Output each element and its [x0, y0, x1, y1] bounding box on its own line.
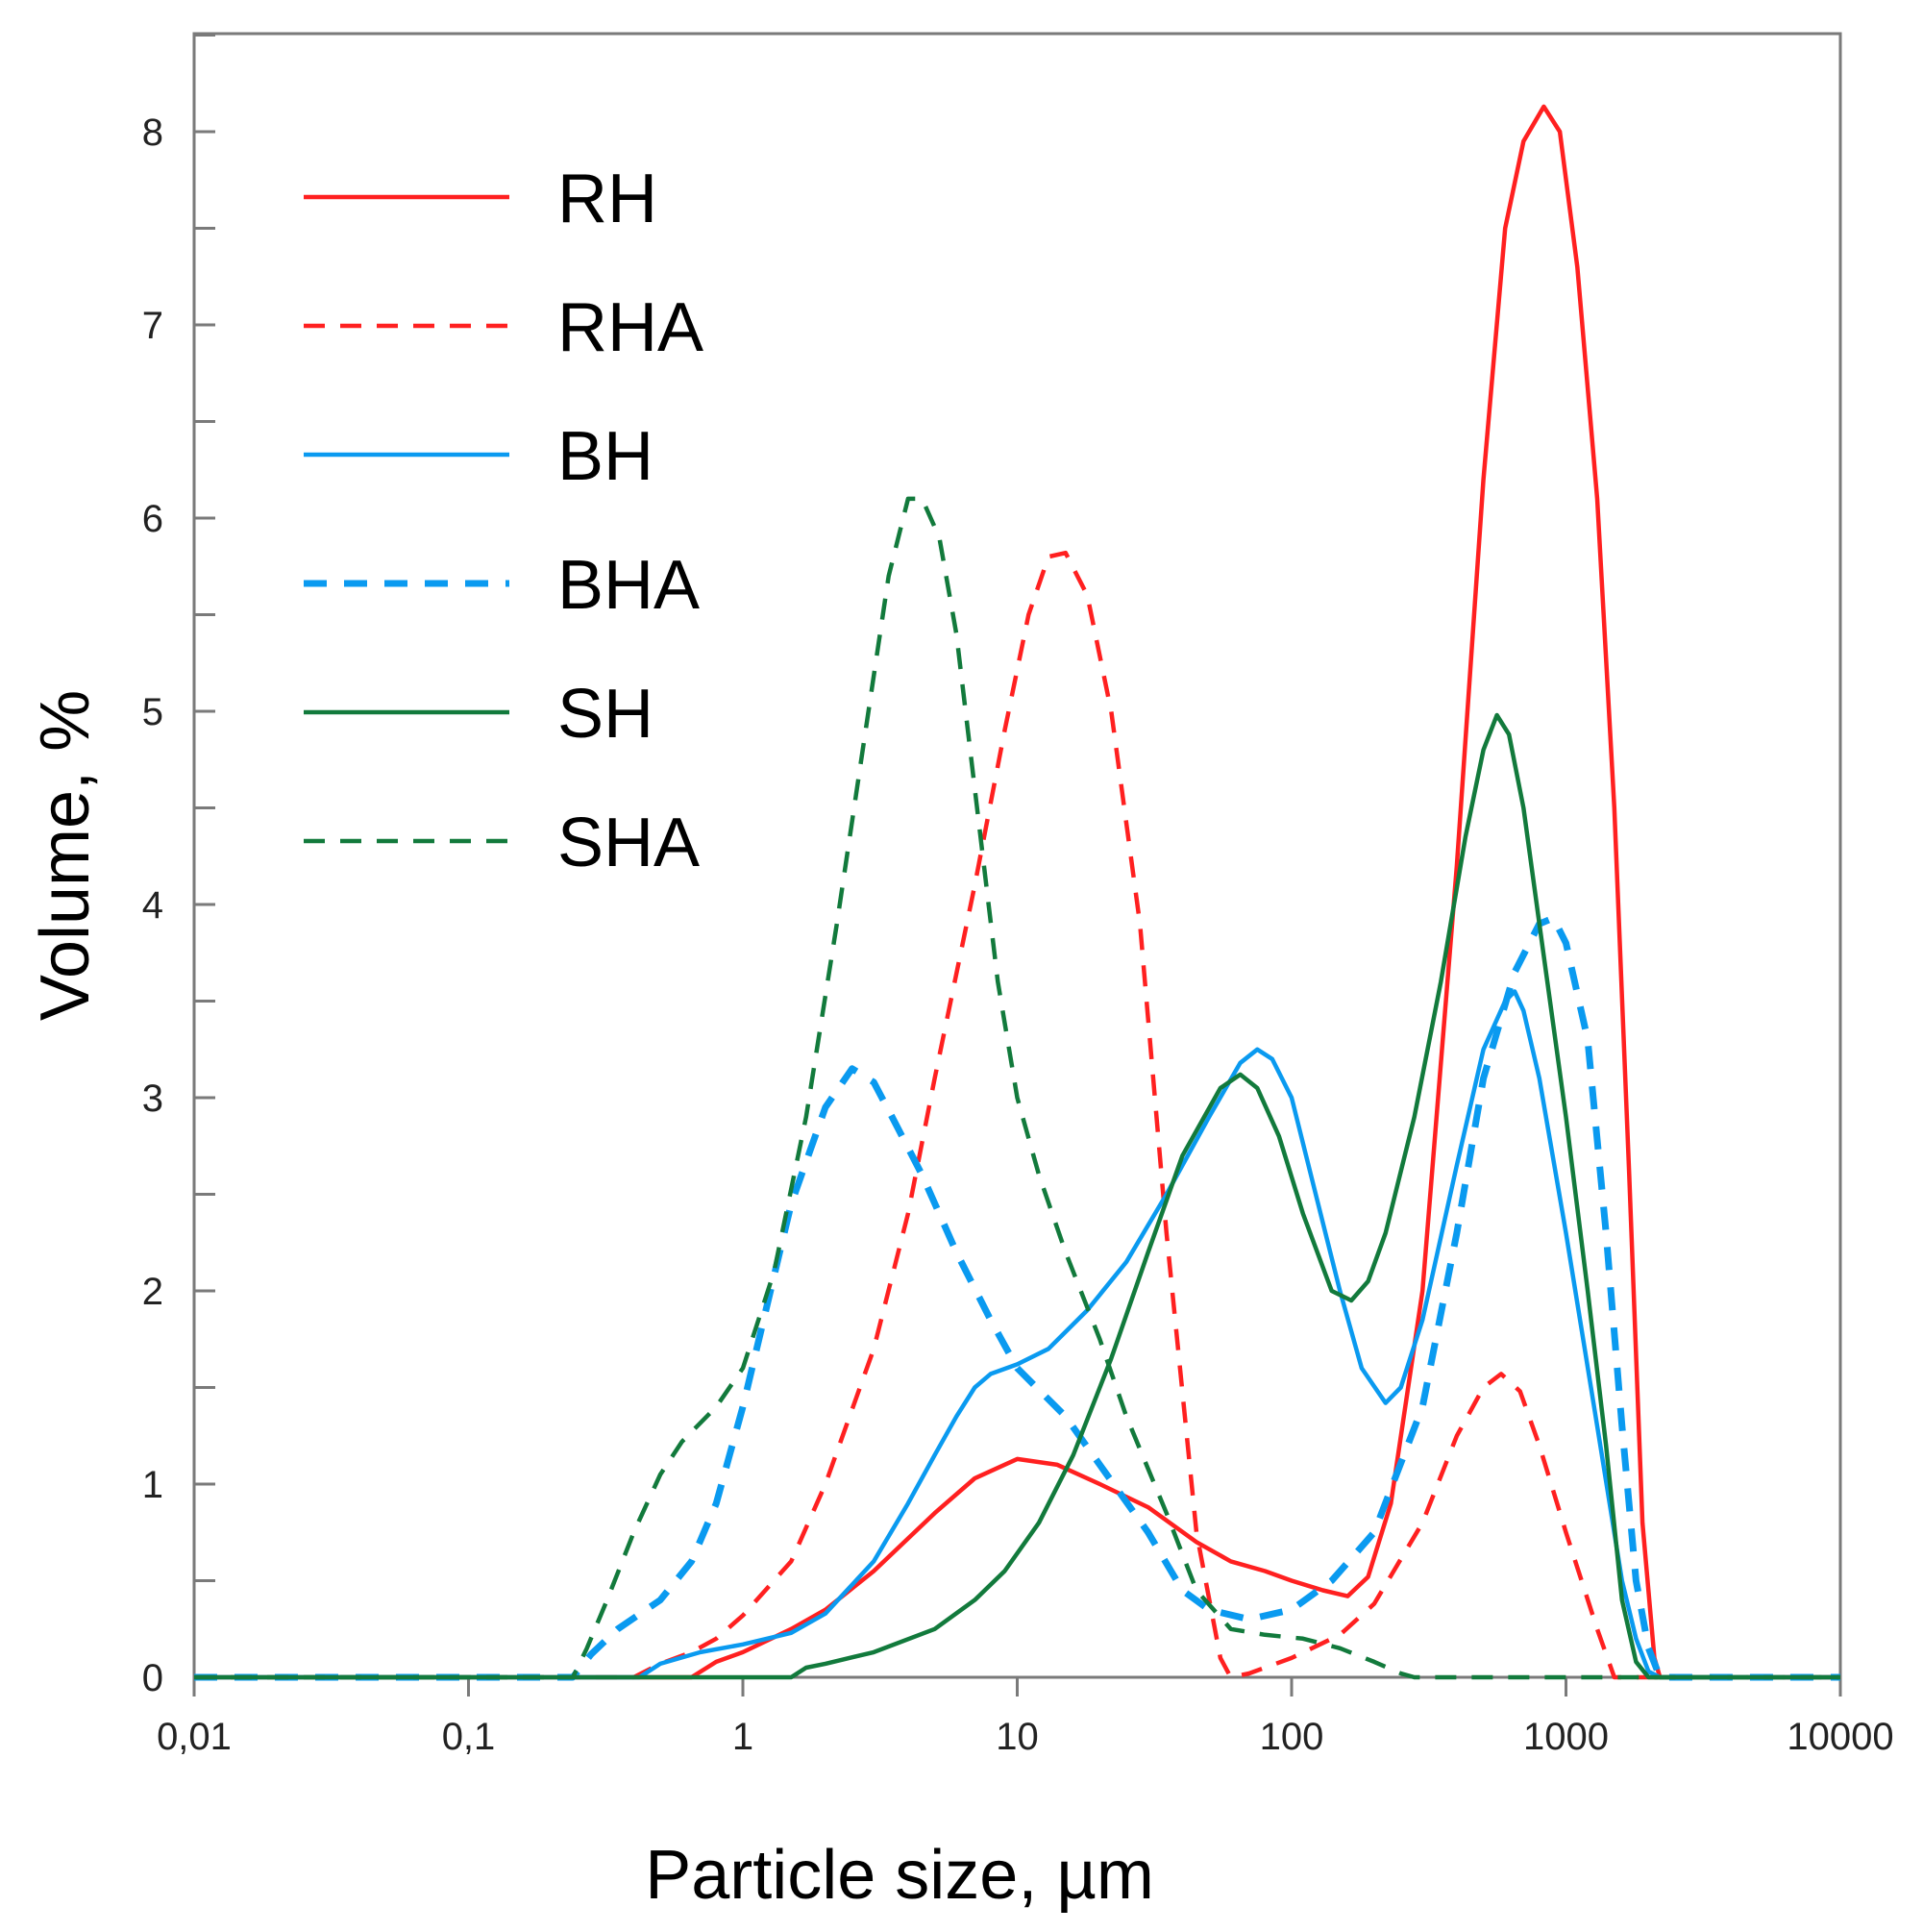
y-tick-label: 2 — [142, 1271, 163, 1313]
plot-frame — [192, 32, 1842, 1679]
series-line-sh — [194, 712, 1840, 1680]
x-axis-title: Particle size, µm — [645, 1837, 1154, 1914]
series-line-bha — [194, 914, 1840, 1681]
x-tick-label: 10 — [996, 1716, 1039, 1758]
y-tick-label: 4 — [142, 884, 163, 927]
legend-label-bha: BHA — [557, 547, 700, 624]
series-line-rha — [194, 550, 1840, 1680]
series-line-rh — [194, 104, 1840, 1680]
x-tick-label: 0,01 — [157, 1716, 232, 1758]
y-tick-label: 3 — [142, 1077, 163, 1120]
x-axis: 0,01 0,1 1 10 100 1000 10000 — [157, 1677, 1894, 1758]
series-line-bh — [194, 989, 1840, 1680]
legend-label-sh: SH — [557, 676, 653, 753]
y-tick-label: 8 — [142, 111, 163, 154]
legend-label-bh: BH — [557, 418, 653, 495]
x-tick-label: 0,1 — [442, 1716, 496, 1758]
y-tick-label: 7 — [142, 305, 163, 347]
x-tick-label: 1000 — [1523, 1716, 1609, 1758]
y-tick-label: 6 — [142, 498, 163, 540]
y-tick-label: 1 — [142, 1464, 163, 1506]
y-axis: 0 1 2 3 4 5 6 7 8 — [142, 34, 215, 1699]
legend-label-rh: RH — [557, 161, 657, 237]
x-tick-label: 100 — [1260, 1716, 1324, 1758]
x-tick-label: 1 — [732, 1716, 753, 1758]
y-axis-title: Volume, % — [27, 690, 104, 1021]
legend: RH RHA BH BHA SH SHA — [304, 161, 703, 881]
legend-label-sha: SHA — [557, 805, 700, 881]
series-line-sha — [194, 496, 1840, 1680]
series-layer — [194, 104, 1840, 1681]
y-tick-label: 0 — [142, 1657, 163, 1699]
y-tick-label: 5 — [142, 691, 163, 733]
legend-label-rha: RHA — [557, 289, 703, 366]
x-tick-label: 10000 — [1787, 1716, 1893, 1758]
